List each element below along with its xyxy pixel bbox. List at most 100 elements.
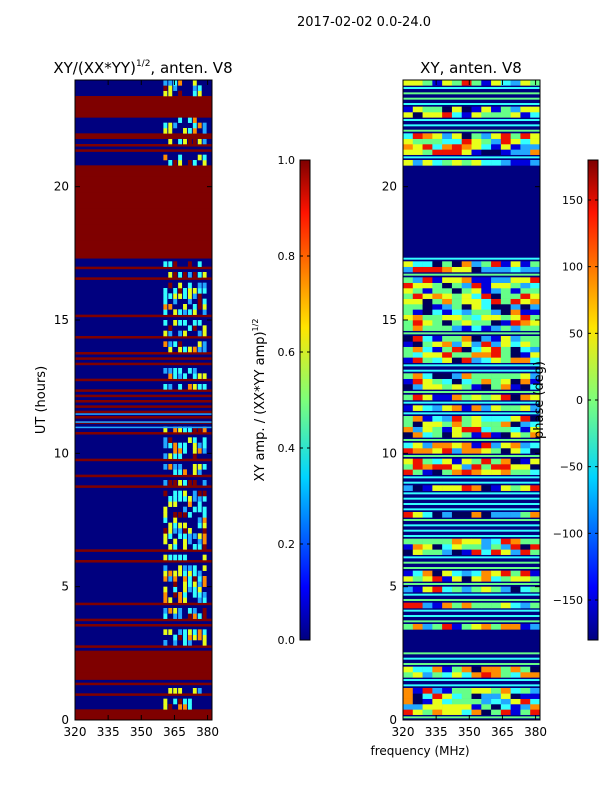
heatmap-cell [442, 512, 453, 518]
heatmap-cell [412, 261, 423, 267]
heatmap-cell [197, 426, 202, 433]
heatmap-cell [432, 512, 443, 518]
heatmap-cell [163, 586, 168, 593]
heatmap-cell [412, 357, 423, 363]
heatmap-cell [451, 314, 463, 321]
heatmap-cell [500, 144, 511, 150]
axes-ticks-amplitude: 320 335 350 365 380 0 5 10 15 20 [54, 80, 219, 739]
heatmap-cell [481, 426, 492, 433]
heatmap-cell [187, 282, 192, 289]
heatmap-cell [520, 352, 531, 358]
heatmap-cell [192, 426, 197, 433]
heatmap-cell [178, 288, 183, 294]
heatmap-cell [412, 394, 423, 401]
heatmap-cell [403, 160, 414, 166]
heatmap-cell [432, 261, 443, 267]
xlabel-frequency: frequency (MHz) [370, 744, 469, 758]
heatmap-cell [422, 298, 433, 305]
heatmap-cell [461, 586, 472, 593]
heatmap-cell [500, 266, 511, 273]
colorbar-tick-label: 150 [562, 194, 583, 207]
heatmap-cell [500, 320, 511, 326]
heatmap-cell [422, 709, 433, 715]
heatmap-cell [471, 586, 482, 593]
heatmap-cell [183, 426, 187, 433]
heatmap-cell [403, 544, 414, 550]
heatmap-cell [500, 112, 511, 118]
heatmap-cell [412, 693, 423, 699]
heatmap-cell [168, 138, 173, 145]
heatmap-row [75, 266, 212, 270]
heatmap-cell [163, 442, 168, 449]
heatmap-cell [481, 160, 492, 166]
heatmap-cell [510, 341, 521, 347]
heatmap-cell [471, 704, 482, 710]
heatmap-cell [481, 352, 492, 358]
heatmap-cell [168, 128, 173, 134]
heatmap-row [403, 332, 540, 335]
heatmap-cell [510, 112, 521, 118]
heatmap-cell [192, 496, 197, 502]
heatmap-cell [442, 666, 453, 673]
heatmap-cell [163, 464, 168, 470]
heatmap-cell [197, 122, 202, 129]
heatmap-cell [197, 138, 202, 145]
heatmap-cell [520, 512, 531, 518]
heatmap-cell [500, 624, 511, 630]
heatmap-cell [183, 288, 187, 294]
heatmap-cell [432, 346, 443, 353]
heatmap-cell [481, 304, 492, 310]
heatmap-cell [178, 512, 183, 518]
heatmap-cell [412, 672, 423, 678]
heatmap-cell [520, 293, 531, 299]
heatmap-row [75, 149, 212, 152]
heatmap-row [403, 103, 540, 105]
heatmap-row [403, 455, 540, 457]
heatmap-cell [510, 576, 521, 582]
heatmap-row [75, 213, 212, 219]
heatmap-cell [192, 138, 197, 145]
heatmap-cell [403, 266, 414, 273]
heatmap-cell [510, 160, 521, 166]
heatmap-cell [422, 112, 433, 118]
heatmap-row [75, 389, 212, 392]
heatmap-cell [197, 533, 202, 539]
heatmap-cell [442, 378, 453, 385]
heatmap-cell [163, 80, 168, 86]
heatmap-cell [471, 448, 482, 454]
heatmap-cell [510, 416, 521, 422]
heatmap-cell [197, 448, 202, 454]
heatmap-row [75, 426, 212, 429]
heatmap-cell [422, 464, 433, 470]
heatmap-cell [491, 698, 502, 705]
heatmap-cell [520, 394, 531, 401]
heatmap-cell [471, 341, 482, 347]
heatmap-cell [491, 426, 502, 433]
heatmap-cell [403, 373, 414, 379]
heatmap-cell [173, 320, 178, 326]
heatmap-cell [442, 442, 453, 449]
heatmap-cell [510, 464, 521, 470]
heatmap-cell [451, 309, 463, 315]
heatmap-cell [451, 293, 463, 299]
heatmap-cell [412, 704, 423, 710]
heatmap-row [403, 439, 540, 441]
heatmap-cell [187, 368, 192, 374]
heatmap-cell [442, 672, 453, 678]
heatmap-cell [192, 80, 197, 86]
heatmap-cell [403, 298, 414, 305]
heatmap-cell [481, 549, 492, 555]
heatmap-cell [500, 309, 511, 315]
heatmap-cell [432, 549, 443, 555]
heatmap-cell [173, 586, 178, 593]
heatmap-cell [432, 405, 443, 411]
heatmap-row [403, 273, 540, 276]
heatmap-row [403, 609, 540, 612]
heatmap-row [403, 492, 540, 495]
heatmap-cell [178, 608, 183, 614]
heatmap-cell [168, 437, 173, 443]
heatmap-cell [500, 282, 511, 289]
heatmap-cell [403, 672, 414, 678]
heatmap-cell [510, 405, 521, 411]
heatmap-cell [481, 512, 492, 518]
